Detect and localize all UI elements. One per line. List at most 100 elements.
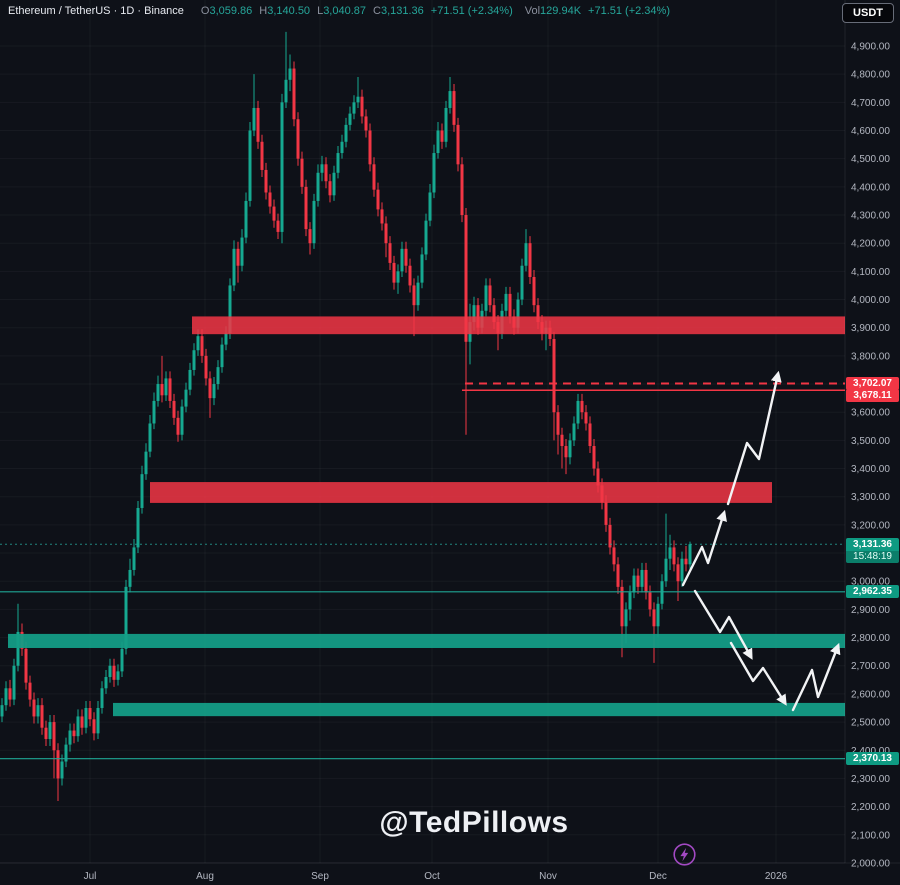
candle[interactable] xyxy=(532,269,536,313)
candle[interactable] xyxy=(372,157,376,197)
candle[interactable] xyxy=(232,240,236,292)
candle[interactable] xyxy=(212,376,216,406)
candle[interactable] xyxy=(448,76,452,114)
candle[interactable] xyxy=(116,664,120,686)
candle[interactable] xyxy=(32,692,36,724)
candle[interactable] xyxy=(328,174,332,203)
candle[interactable] xyxy=(564,438,568,475)
candle[interactable] xyxy=(244,192,248,244)
candle[interactable] xyxy=(652,602,656,663)
candle[interactable] xyxy=(132,538,136,576)
candle[interactable] xyxy=(416,275,420,311)
candle[interactable] xyxy=(668,534,672,570)
candle[interactable] xyxy=(272,199,276,228)
candle[interactable] xyxy=(104,669,108,694)
candle[interactable] xyxy=(292,61,296,127)
candle[interactable] xyxy=(40,698,44,735)
candle[interactable] xyxy=(640,562,644,593)
candle[interactable] xyxy=(392,255,396,290)
candle[interactable] xyxy=(404,241,408,273)
candles[interactable] xyxy=(0,31,692,801)
candle[interactable] xyxy=(520,258,524,306)
candle[interactable] xyxy=(504,286,508,317)
candle[interactable] xyxy=(588,416,592,454)
candle[interactable] xyxy=(0,698,4,723)
candle[interactable] xyxy=(144,443,148,480)
candle[interactable] xyxy=(64,737,68,768)
candle[interactable] xyxy=(556,405,560,455)
candle[interactable] xyxy=(432,144,436,199)
candle[interactable] xyxy=(208,371,212,418)
candle[interactable] xyxy=(336,146,340,179)
candle[interactable] xyxy=(156,375,160,407)
candle[interactable] xyxy=(384,216,388,258)
candle[interactable] xyxy=(96,700,100,739)
candle[interactable] xyxy=(48,715,52,747)
candle[interactable] xyxy=(436,122,440,159)
candle[interactable] xyxy=(128,558,132,593)
projection-up-2[interactable] xyxy=(726,370,782,506)
candle[interactable] xyxy=(28,675,32,707)
candle[interactable] xyxy=(4,681,8,711)
candle[interactable] xyxy=(352,95,356,120)
candle[interactable] xyxy=(332,165,336,201)
candle[interactable] xyxy=(200,329,204,363)
candle[interactable] xyxy=(148,415,152,458)
candle[interactable] xyxy=(252,74,256,137)
candle[interactable] xyxy=(260,134,264,177)
candle[interactable] xyxy=(140,465,144,514)
support-zone-2800[interactable] xyxy=(8,633,845,648)
candle[interactable] xyxy=(572,416,576,447)
candle[interactable] xyxy=(396,264,400,294)
candle[interactable] xyxy=(168,371,172,408)
candle[interactable] xyxy=(680,551,684,587)
candle[interactable] xyxy=(220,337,224,373)
candle[interactable] xyxy=(316,164,320,207)
candle[interactable] xyxy=(52,715,56,779)
candle[interactable] xyxy=(164,371,168,401)
candle[interactable] xyxy=(304,179,308,237)
candle[interactable] xyxy=(456,117,460,172)
candle[interactable] xyxy=(112,658,116,687)
candle[interactable] xyxy=(444,100,448,148)
candle[interactable] xyxy=(76,709,80,742)
candle[interactable] xyxy=(184,382,188,413)
projection-down-1[interactable] xyxy=(693,589,753,660)
candle[interactable] xyxy=(92,712,96,741)
candle[interactable] xyxy=(204,348,208,386)
candle[interactable] xyxy=(616,557,620,594)
candle[interactable] xyxy=(268,185,272,214)
candle[interactable] xyxy=(488,278,492,313)
candle[interactable] xyxy=(576,393,580,430)
candle[interactable] xyxy=(524,229,528,272)
candle[interactable] xyxy=(100,681,104,714)
candle[interactable] xyxy=(284,31,288,108)
candle[interactable] xyxy=(584,405,588,431)
candle[interactable] xyxy=(688,541,692,570)
candle[interactable] xyxy=(56,743,60,801)
candle[interactable] xyxy=(280,93,284,244)
candle[interactable] xyxy=(24,641,28,690)
candle[interactable] xyxy=(428,184,432,227)
candle[interactable] xyxy=(440,123,444,149)
candle[interactable] xyxy=(344,117,348,148)
candle[interactable] xyxy=(8,679,12,707)
candle[interactable] xyxy=(216,360,220,390)
candle[interactable] xyxy=(420,247,424,289)
candle[interactable] xyxy=(60,754,64,786)
candle[interactable] xyxy=(308,222,312,255)
candle[interactable] xyxy=(560,427,564,469)
candle[interactable] xyxy=(460,157,464,223)
candle[interactable] xyxy=(360,89,364,124)
candle[interactable] xyxy=(180,399,184,441)
candle[interactable] xyxy=(172,393,176,425)
candle[interactable] xyxy=(612,540,616,572)
support-zone-2550[interactable] xyxy=(113,702,845,717)
projection-up-1[interactable] xyxy=(681,509,727,587)
candle[interactable] xyxy=(552,331,556,441)
symbol-title[interactable]: Ethereum / TetherUS · 1D · Binance xyxy=(8,5,184,17)
candle[interactable] xyxy=(452,84,456,132)
candle[interactable] xyxy=(528,236,532,285)
candle[interactable] xyxy=(380,202,384,231)
currency-usdt-button[interactable]: USDT xyxy=(842,3,894,23)
